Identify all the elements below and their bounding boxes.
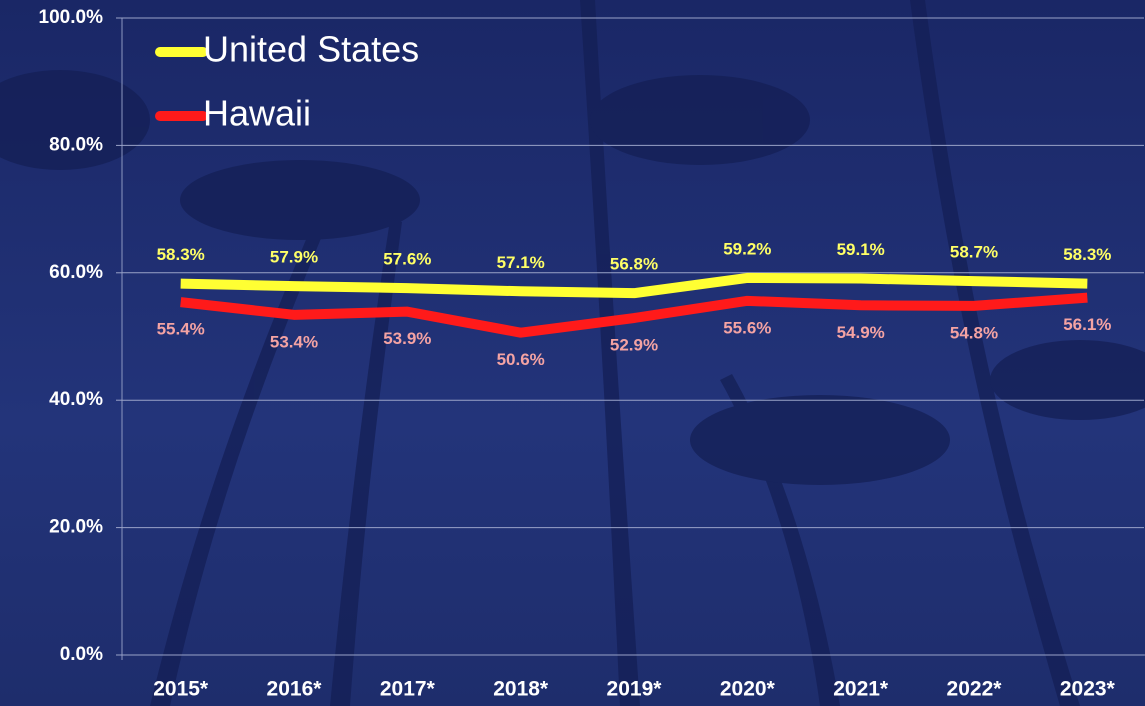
data-label: 57.9% [270, 248, 318, 267]
x-tick-label: 2021* [833, 678, 889, 701]
x-tick-label: 2022* [947, 678, 1003, 701]
data-label: 53.4% [270, 332, 318, 351]
data-label: 59.1% [837, 240, 885, 259]
data-label: 58.7% [950, 243, 998, 262]
y-tick-label: 40.0% [49, 389, 103, 410]
legend-label: Hawaii [203, 93, 311, 134]
x-tick-label: 2017* [380, 678, 436, 701]
data-label: 55.6% [723, 318, 771, 337]
data-label: 55.4% [157, 320, 205, 339]
data-label: 58.3% [157, 245, 205, 264]
series-line [180, 272, 1088, 299]
x-tick-label: 2019* [607, 678, 663, 701]
data-label: 50.6% [497, 350, 545, 369]
data-label: 54.8% [950, 323, 998, 342]
x-tick-label: 2018* [493, 678, 549, 701]
x-tick-label: 2023* [1060, 678, 1116, 701]
y-tick-label: 20.0% [49, 517, 103, 538]
x-tick-label: 2016* [267, 678, 323, 701]
y-tick-label: 100.0% [39, 7, 104, 28]
data-label: 52.9% [610, 336, 658, 355]
x-tick-label: 2020* [720, 678, 776, 701]
data-label: 53.9% [383, 329, 431, 348]
data-label: 54.9% [837, 323, 885, 342]
data-label: 58.3% [1063, 245, 1111, 264]
y-tick-label: 80.0% [49, 134, 103, 155]
data-label: 59.2% [723, 239, 771, 258]
x-tick-label: 2015* [153, 678, 209, 701]
series-line [180, 292, 1088, 338]
data-label: 57.6% [383, 250, 431, 269]
data-label: 57.1% [497, 253, 545, 272]
y-tick-label: 0.0% [60, 644, 103, 665]
legend-label: United States [203, 29, 419, 70]
data-label: 56.1% [1063, 315, 1111, 334]
data-label: 56.8% [610, 255, 658, 274]
y-tick-label: 60.0% [49, 262, 103, 283]
